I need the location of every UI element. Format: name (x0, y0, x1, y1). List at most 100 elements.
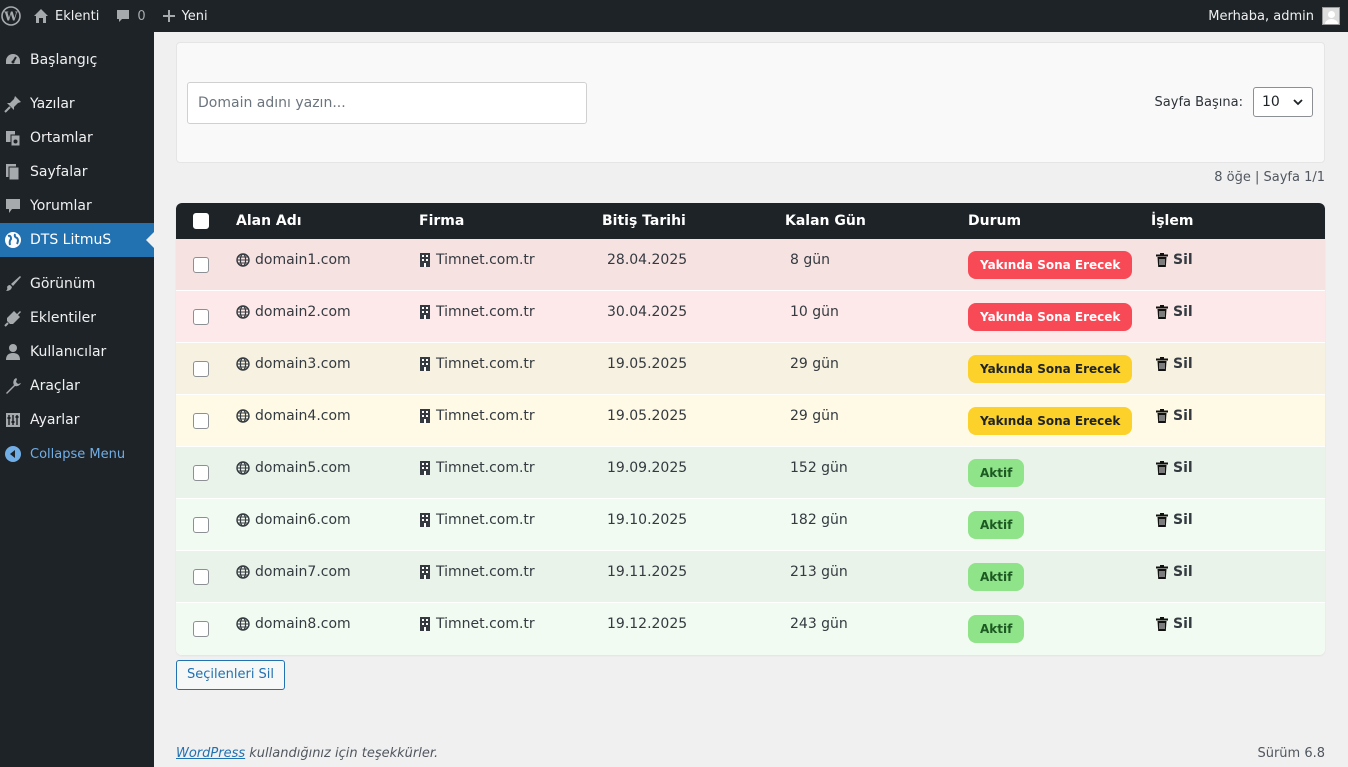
comment-count: 0 (137, 8, 146, 24)
domain-name: domain8.com (255, 616, 351, 632)
my-account-menu[interactable]: Merhaba, admin (1208, 7, 1348, 25)
table-row: domain7.com Timnet.com.tr 19.11.2025 213 gü… (176, 551, 1325, 603)
sidebar-item-comments[interactable]: Yorumlar (0, 189, 154, 223)
footer-version: Sürüm 6.8 (1257, 746, 1325, 761)
dashboard-icon (3, 50, 23, 70)
header-action: İşlem (1151, 213, 1194, 229)
delete-label: Sil (1173, 563, 1193, 580)
delete-button[interactable]: Sil (1151, 252, 1325, 268)
globe-icon (236, 356, 250, 371)
sidebar-item-settings[interactable]: Ayarlar (0, 403, 154, 437)
firm-name: Timnet.com.tr (436, 407, 535, 424)
firm-name: Timnet.com.tr (436, 251, 535, 268)
trash-icon (1156, 617, 1168, 631)
plus-icon (162, 9, 176, 23)
row-checkbox[interactable] (193, 621, 209, 637)
sidebar-item-label: Görünüm (30, 276, 96, 292)
new-label: Yeni (181, 8, 208, 24)
header-firm[interactable]: Firma (419, 213, 465, 229)
wp-logo-menu[interactable]: W (0, 0, 25, 32)
delete-button[interactable]: Sil (1151, 356, 1325, 372)
delete-label: Sil (1173, 511, 1193, 528)
domain-search-input[interactable] (187, 82, 587, 124)
table-body: domain1.com Timnet.com.tr 28.04.2025 8 gün Y… (176, 239, 1325, 655)
site-name-menu[interactable]: Eklenti (25, 0, 107, 32)
header-status[interactable]: Durum (968, 213, 1022, 229)
status-badge: Aktif (968, 615, 1025, 643)
remaining-days: 213 gün (790, 563, 848, 580)
delete-label: Sil (1173, 303, 1193, 320)
domain-table: Alan Adı Firma Bitiş Tarihi Kalan Gün Du… (176, 203, 1325, 655)
wordpress-logo-icon: W (1, 6, 21, 26)
footer-thanks-text: kullandığınız için teşekkürler. (245, 746, 439, 761)
remaining-days: 29 gün (790, 407, 839, 424)
sidebar-item-dts-litmus[interactable]: DTS LitmuS (0, 223, 154, 257)
admin-bar: W Eklenti 0 Yeni Merhaba, admin (0, 0, 1348, 32)
trash-icon (1156, 252, 1168, 267)
sidebar-item-label: Kullanıcılar (30, 344, 107, 360)
building-icon (419, 356, 431, 371)
delete-button[interactable]: Sil (1151, 564, 1325, 580)
delete-button[interactable]: Sil (1151, 304, 1325, 320)
remaining-days: 243 gün (790, 616, 848, 632)
delete-button[interactable]: Sil (1151, 460, 1325, 476)
trash-icon (1156, 356, 1168, 371)
remaining-days: 8 gün (790, 251, 830, 268)
sidebar-collapse-menu[interactable]: Collapse Menu (0, 437, 154, 471)
row-checkbox[interactable] (193, 412, 209, 429)
sidebar-item-tools[interactable]: Araçlar (0, 369, 154, 403)
header-days[interactable]: Kalan Gün (785, 213, 866, 229)
footer-thanks: WordPress kullandığınız için teşekkürler… (176, 746, 438, 761)
sidebar-item-plugins[interactable]: Eklentiler (0, 301, 154, 335)
delete-button[interactable]: Sil (1151, 616, 1325, 632)
table-row: domain5.com Timnet.com.tr 19.09.2025 152 gü… (176, 447, 1325, 499)
per-page-select[interactable]: 10 (1253, 87, 1313, 117)
new-content-menu[interactable]: Yeni (154, 0, 216, 32)
building-icon (419, 408, 431, 423)
wordpress-link[interactable]: WordPress (176, 746, 246, 761)
table-row: domain1.com Timnet.com.tr 28.04.2025 8 gün Y… (176, 239, 1325, 291)
header-date[interactable]: Bitiş Tarihi (602, 213, 686, 229)
row-checkbox[interactable] (193, 464, 209, 481)
site-name: Eklenti (55, 8, 100, 24)
domain-name: domain7.com (255, 563, 351, 580)
sidebar-item-pages[interactable]: Sayfalar (0, 155, 154, 189)
sidebar-item-label: Araçlar (30, 378, 80, 394)
delete-button[interactable]: Sil (1151, 408, 1325, 424)
header-domain[interactable]: Alan Adı (236, 213, 302, 229)
building-icon (419, 564, 431, 579)
globe-icon (236, 512, 250, 527)
admin-sidebar: Başlangıç Yazılar Ortamlar Sayfalar Yoru… (0, 32, 154, 767)
delete-button[interactable]: Sil (1151, 512, 1325, 528)
domain-name: domain2.com (255, 303, 351, 320)
expiry-date: 19.12.2025 (607, 616, 688, 632)
sidebar-item-posts[interactable]: Yazılar (0, 87, 154, 121)
sidebar-item-label: Yorumlar (30, 198, 92, 214)
sidebar-item-users[interactable]: Kullanıcılar (0, 335, 154, 369)
domain-name: domain5.com (255, 459, 351, 476)
trash-icon (1156, 304, 1168, 319)
per-page-value: 10 (1262, 94, 1280, 110)
sidebar-item-label: Yazılar (30, 96, 75, 112)
row-checkbox[interactable] (193, 256, 209, 273)
row-checkbox[interactable] (193, 360, 209, 377)
remaining-days: 182 gün (790, 511, 848, 528)
row-checkbox[interactable] (193, 516, 209, 533)
expiry-date: 19.09.2025 (607, 459, 688, 476)
select-all-checkbox[interactable] (193, 213, 209, 229)
row-checkbox[interactable] (193, 568, 209, 585)
comments-menu[interactable]: 0 (107, 0, 153, 32)
brush-icon (3, 274, 23, 294)
globe-icon (236, 460, 250, 475)
greeting: Merhaba, admin (1208, 8, 1314, 24)
settings-icon (3, 410, 23, 430)
sidebar-item-media[interactable]: Ortamlar (0, 121, 154, 155)
building-icon (419, 512, 431, 527)
row-checkbox[interactable] (193, 308, 209, 325)
sidebar-item-appearance[interactable]: Görünüm (0, 267, 154, 301)
sidebar-item-dashboard[interactable]: Başlangıç (0, 43, 154, 77)
status-badge: Aktif (968, 510, 1025, 539)
media-icon (3, 128, 23, 148)
bulk-delete-button[interactable]: Seçilenleri Sil (176, 660, 286, 690)
delete-label: Sil (1173, 616, 1193, 632)
